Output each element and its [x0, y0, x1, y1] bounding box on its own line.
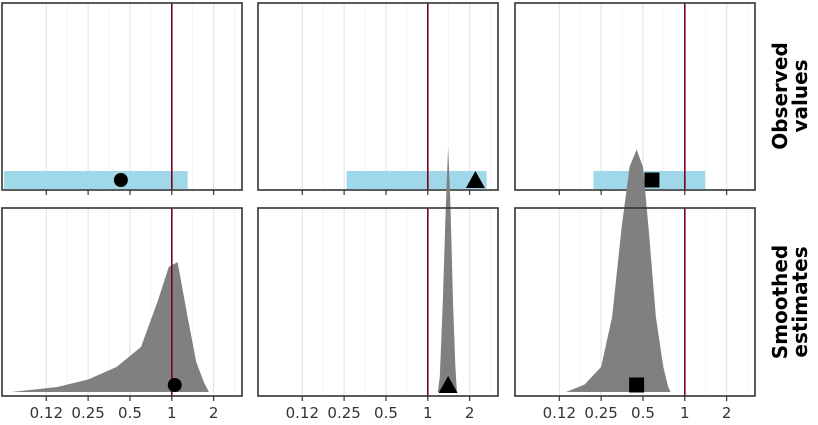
strip-label-line: Observed [768, 42, 792, 150]
panel-border [257, 2, 499, 191]
observed-estimate-marker [465, 171, 485, 188]
x-tick-label: 1 [680, 404, 690, 422]
smoothed-estimate-marker [629, 377, 645, 393]
row-label-smoothed: Smoothedestimates [768, 245, 812, 359]
observed-interval [346, 171, 487, 189]
x-tick-label: 0.25 [71, 404, 104, 422]
x-tick-label: 0.5 [631, 404, 655, 422]
panel-border [1, 207, 243, 397]
x-tick-label: 2 [722, 404, 732, 422]
observed-estimate-marker [644, 172, 660, 188]
x-tick-label: 0.12 [543, 404, 576, 422]
panel-r2-c1: 0.12 0.25 0.5 1 2 [1, 207, 243, 422]
x-tick-label: 2 [209, 404, 219, 422]
panel-border [514, 207, 756, 397]
panel-r2-c2: 0.12 0.25 0.5 1 2 [257, 147, 499, 422]
row-label-observed: Observedvalues [768, 42, 812, 150]
x-tick-label: 0.25 [584, 404, 617, 422]
smoothed-density [11, 262, 209, 392]
x-tick-label: 1 [423, 404, 433, 422]
observed-estimate-marker [113, 173, 128, 187]
strip-label-line: Smoothed [768, 245, 792, 359]
strip-label-line: estimates [788, 246, 812, 357]
panel-r2-c3: 0.12 0.25 0.5 1 2 [514, 149, 756, 422]
strip-label-line: values [788, 59, 812, 132]
smoothed-density [566, 149, 671, 392]
smoothed-estimate-marker [438, 376, 458, 393]
panel-border [1, 2, 243, 191]
panel-r1-c1 [1, 2, 243, 195]
panel-r1-c2 [257, 2, 499, 195]
smoothed-density [437, 147, 457, 392]
x-tick-label: 0.5 [118, 404, 142, 422]
x-tick-label: 0.12 [30, 404, 63, 422]
observed-interval [3, 171, 188, 189]
x-tick-label: 0.5 [374, 404, 398, 422]
x-tick-label: 0.25 [327, 404, 360, 422]
panel-r1-c3 [514, 2, 756, 195]
panel-border [257, 207, 499, 397]
x-tick-label: 0.12 [286, 404, 319, 422]
x-tick-label: 1 [167, 404, 177, 422]
x-tick-label: 2 [465, 404, 475, 422]
smoothed-estimate-marker [167, 378, 182, 392]
